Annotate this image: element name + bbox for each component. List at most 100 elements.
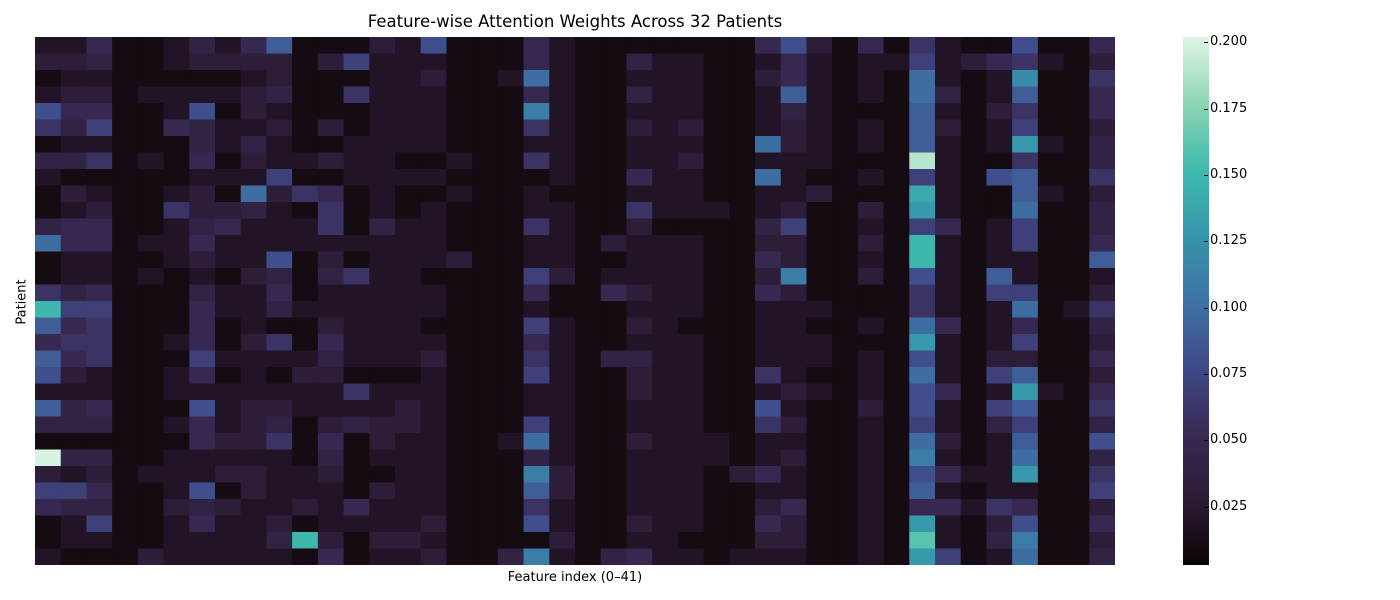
heatmap-cell bbox=[446, 235, 473, 252]
heatmap-cell bbox=[317, 37, 344, 54]
heatmap-cell bbox=[189, 251, 216, 269]
heatmap-cell bbox=[780, 268, 807, 285]
heatmap-cell bbox=[215, 86, 242, 104]
heatmap-cell bbox=[935, 350, 962, 368]
heatmap-cell bbox=[600, 416, 627, 434]
heatmap-cell bbox=[1037, 284, 1064, 302]
heatmap-cell bbox=[523, 86, 550, 104]
heatmap-cell bbox=[883, 251, 910, 269]
heatmap-cell bbox=[909, 284, 936, 302]
heatmap-cell bbox=[523, 136, 550, 153]
heatmap-cell bbox=[806, 86, 833, 104]
heatmap-cell bbox=[780, 383, 807, 401]
heatmap-cell bbox=[780, 499, 807, 516]
heatmap-cell bbox=[395, 317, 422, 335]
heatmap-cell bbox=[266, 185, 293, 203]
heatmap-cell bbox=[523, 185, 550, 203]
heatmap-cell bbox=[240, 152, 267, 170]
heatmap-cell bbox=[189, 383, 216, 401]
heatmap-cell bbox=[857, 37, 884, 54]
heatmap-cell bbox=[60, 449, 87, 467]
heatmap-cell bbox=[806, 251, 833, 269]
heatmap-cell bbox=[677, 367, 704, 384]
heatmap-cell bbox=[780, 136, 807, 153]
heatmap-cell bbox=[806, 532, 833, 549]
heatmap-cell bbox=[215, 548, 242, 565]
heatmap-cell bbox=[446, 416, 473, 434]
heatmap-cell bbox=[960, 350, 987, 368]
heatmap-cell bbox=[626, 433, 653, 450]
heatmap-cell bbox=[1037, 136, 1064, 153]
heatmap-cell bbox=[317, 532, 344, 549]
heatmap-cell bbox=[472, 185, 499, 203]
heatmap-cell bbox=[960, 70, 987, 87]
heatmap-cell bbox=[317, 350, 344, 368]
heatmap-cell bbox=[652, 532, 679, 549]
heatmap-cell bbox=[575, 119, 602, 137]
heatmap-cell bbox=[986, 416, 1013, 434]
colorbar-gradient bbox=[1183, 37, 1209, 565]
heatmap-cell bbox=[60, 334, 87, 351]
heatmap-cell bbox=[960, 235, 987, 252]
heatmap-cell bbox=[832, 334, 859, 351]
colorbar-tick: 0.200 bbox=[1203, 34, 1248, 50]
heatmap-cell bbox=[703, 515, 730, 533]
heatmap-cell bbox=[369, 532, 396, 549]
heatmap-cell bbox=[35, 119, 62, 137]
heatmap-cell bbox=[935, 251, 962, 269]
heatmap-cell bbox=[832, 53, 859, 71]
heatmap-cell bbox=[35, 499, 62, 516]
heatmap-cell bbox=[343, 367, 370, 384]
heatmap-cell bbox=[163, 317, 190, 335]
heatmap-cell bbox=[446, 251, 473, 269]
heatmap-cell bbox=[112, 70, 139, 87]
heatmap-cell bbox=[317, 466, 344, 483]
heatmap-cell bbox=[575, 218, 602, 236]
heatmap-cell bbox=[472, 169, 499, 186]
heatmap-cell bbox=[600, 136, 627, 153]
heatmap-cell bbox=[780, 103, 807, 120]
heatmap-cell bbox=[986, 53, 1013, 71]
heatmap-cell bbox=[472, 317, 499, 335]
heatmap-cell bbox=[1063, 268, 1090, 285]
heatmap-cell bbox=[806, 169, 833, 186]
heatmap-cell bbox=[137, 433, 164, 450]
heatmap-cell bbox=[420, 466, 447, 483]
heatmap-cell bbox=[703, 53, 730, 71]
heatmap-cell bbox=[343, 433, 370, 450]
heatmap-cell bbox=[729, 284, 756, 302]
heatmap-cell bbox=[626, 317, 653, 335]
heatmap-cell bbox=[317, 185, 344, 203]
heatmap-cell bbox=[960, 218, 987, 236]
heatmap-cell bbox=[1012, 449, 1039, 467]
heatmap-cell bbox=[806, 152, 833, 170]
heatmap-cell bbox=[446, 466, 473, 483]
heatmap-cell bbox=[523, 317, 550, 335]
heatmap-cell bbox=[677, 350, 704, 368]
heatmap-cell bbox=[780, 284, 807, 302]
heatmap-cell bbox=[420, 70, 447, 87]
heatmap-cell bbox=[523, 103, 550, 120]
heatmap-cell bbox=[317, 218, 344, 236]
heatmap-cell bbox=[857, 202, 884, 219]
heatmap-cell bbox=[1012, 367, 1039, 384]
heatmap-cell bbox=[652, 416, 679, 434]
heatmap-cell bbox=[883, 548, 910, 565]
heatmap-cell bbox=[626, 185, 653, 203]
heatmap-cell bbox=[497, 416, 524, 434]
heatmap-cell bbox=[1012, 53, 1039, 71]
heatmap-cell bbox=[163, 86, 190, 104]
heatmap-cell bbox=[652, 268, 679, 285]
heatmap-cell bbox=[575, 532, 602, 549]
heatmap-cell bbox=[35, 416, 62, 434]
heatmap-cell bbox=[960, 383, 987, 401]
heatmap-cell bbox=[677, 53, 704, 71]
heatmap-cell bbox=[395, 70, 422, 87]
heatmap-cell bbox=[60, 416, 87, 434]
heatmap-cell bbox=[1037, 400, 1064, 417]
heatmap-cell bbox=[986, 301, 1013, 318]
heatmap-cell bbox=[677, 400, 704, 417]
heatmap-cell bbox=[935, 482, 962, 500]
heatmap-cell bbox=[523, 301, 550, 318]
heatmap-cell bbox=[703, 367, 730, 384]
